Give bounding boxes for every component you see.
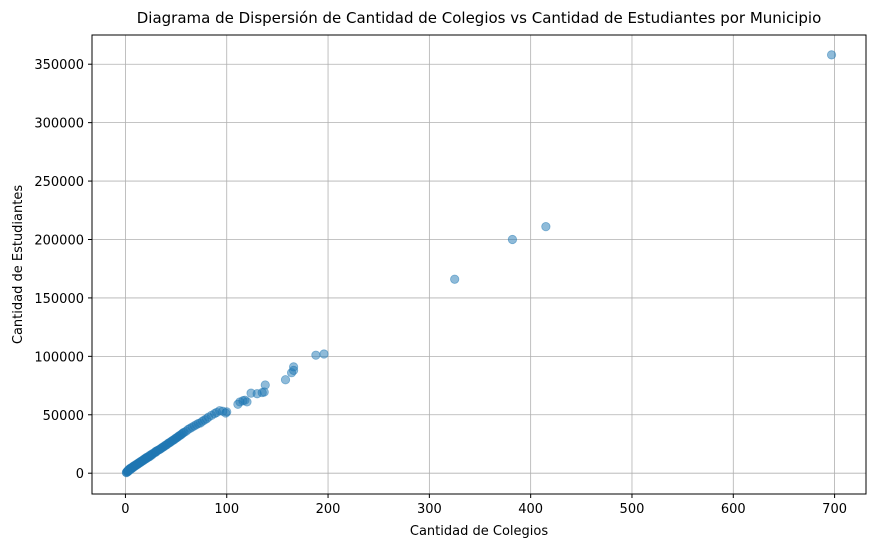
y-tick-label: 0 xyxy=(76,467,84,482)
x-tick-label: 500 xyxy=(620,502,645,517)
y-tick-label: 150000 xyxy=(34,292,84,307)
y-tick-label: 100000 xyxy=(34,350,84,365)
scatter-point xyxy=(450,274,460,284)
x-tick-label: 700 xyxy=(822,502,847,517)
scatter-point xyxy=(541,222,551,232)
x-tick-label: 300 xyxy=(417,502,442,517)
x-axis-ticks: 0 100 200 300 400 500 600 700 xyxy=(121,494,847,517)
y-tick-label: 250000 xyxy=(34,175,84,190)
y-tick-label: 300000 xyxy=(34,117,84,132)
x-tick-label: 600 xyxy=(721,502,746,517)
x-axis-label: Cantidad de Colegios xyxy=(410,524,548,539)
x-tick-label: 0 xyxy=(121,502,129,517)
scatter-point xyxy=(260,380,270,390)
y-tick-label: 350000 xyxy=(34,58,84,73)
y-axis-label: Cantidad de Estudiantes xyxy=(11,185,26,344)
grid-lines xyxy=(92,35,866,494)
scatter-points xyxy=(121,50,837,478)
scatter-point xyxy=(319,349,329,359)
y-axis-ticks: 0 50000 100000 150000 200000 250000 300000 3500… xyxy=(34,58,92,482)
x-tick-label: 200 xyxy=(316,502,341,517)
scatter-point xyxy=(826,50,837,60)
scatter-point xyxy=(280,375,291,385)
x-tick-label: 400 xyxy=(518,502,543,517)
scatter-point xyxy=(311,350,321,360)
scatter-point xyxy=(242,397,252,407)
scatter-point xyxy=(289,362,299,372)
y-tick-label: 200000 xyxy=(34,233,84,248)
y-tick-label: 50000 xyxy=(43,409,84,424)
chart-title: Diagrama de Dispersión de Cantidad de Co… xyxy=(137,9,822,27)
scatter-point xyxy=(507,234,518,245)
plot-frame xyxy=(91,34,867,495)
x-tick-label: 100 xyxy=(214,502,239,517)
scatter-point xyxy=(222,407,232,417)
